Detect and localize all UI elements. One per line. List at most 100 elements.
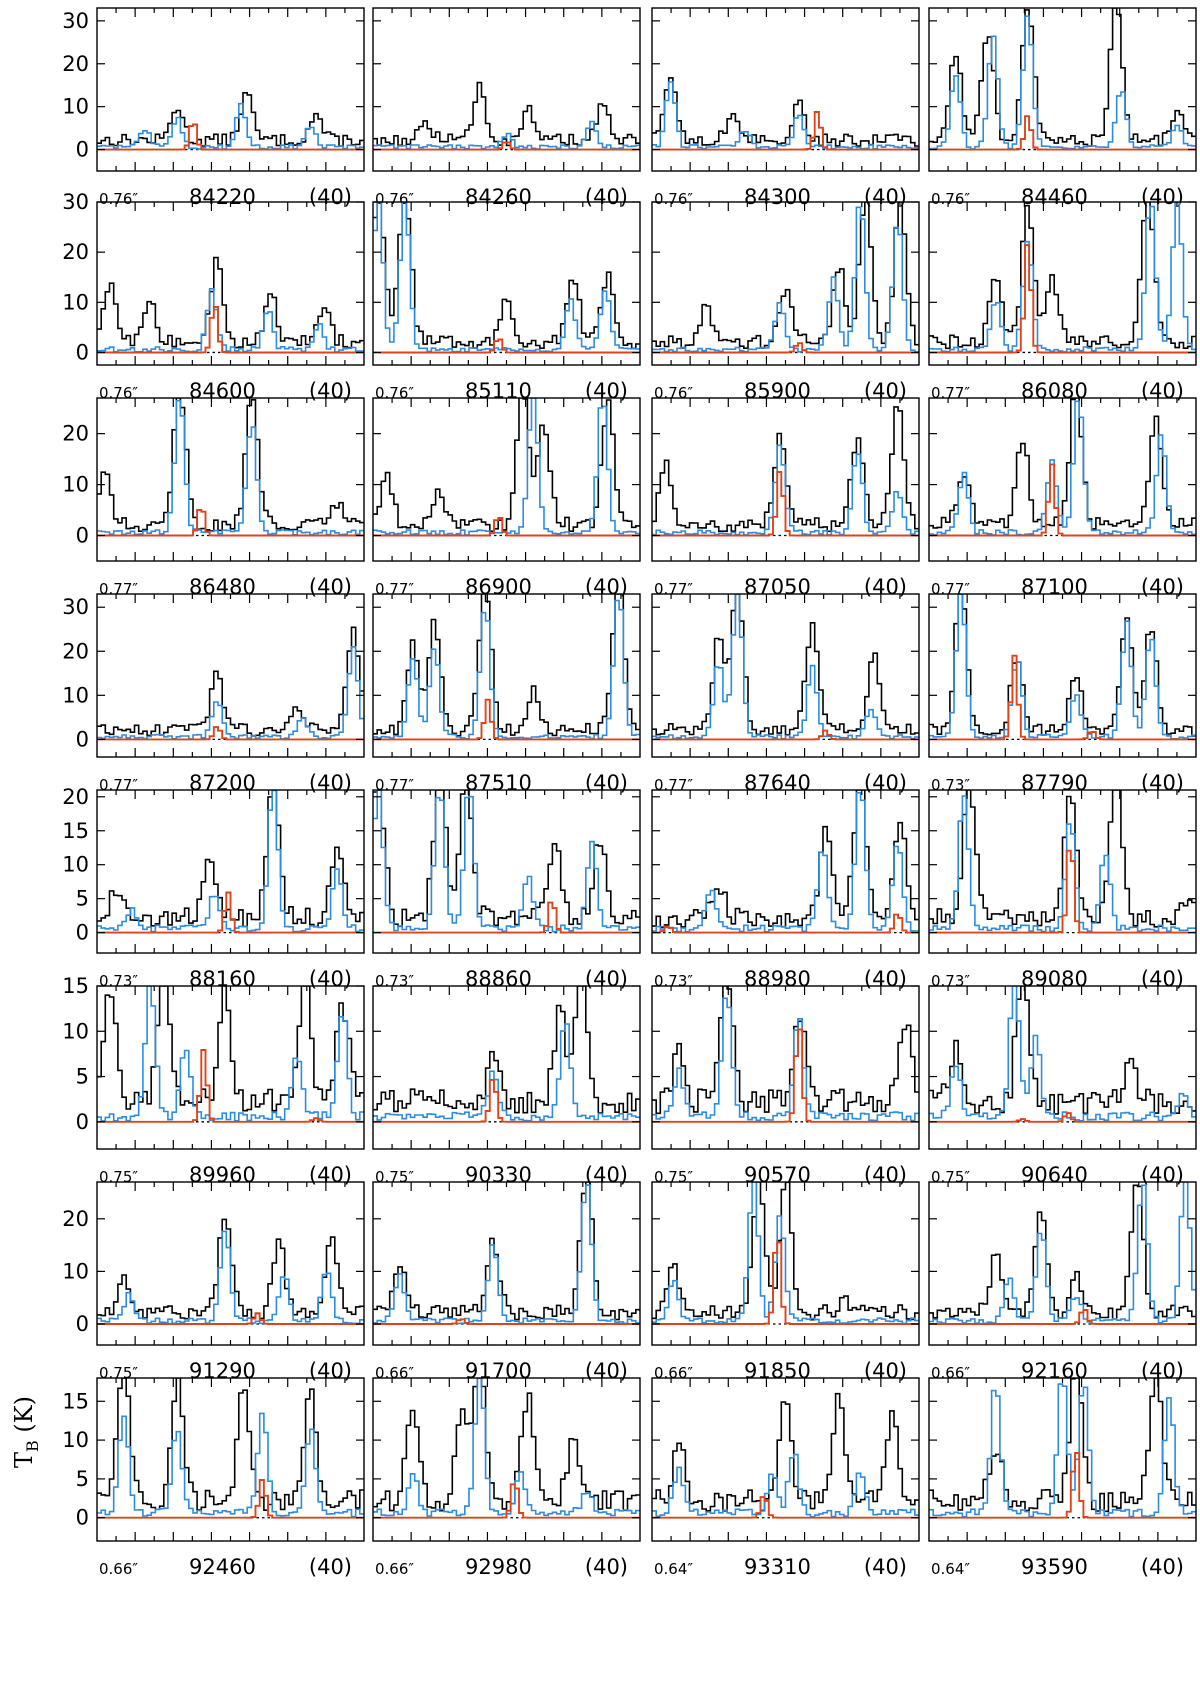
y-tick-label: 20 — [62, 422, 89, 446]
observed-spectrum-line — [929, 1184, 1196, 1320]
panel-plot-area — [652, 406, 919, 537]
lte-model-line — [97, 1412, 364, 1518]
frequency-label: 86080 — [1021, 379, 1088, 403]
panel-plot-area — [97, 398, 364, 537]
molecule-model-line — [929, 849, 1196, 934]
lte-model-line — [929, 400, 1196, 536]
lte-model-line — [373, 398, 640, 536]
molecule-model-line — [929, 1452, 1196, 1519]
molecule-model-line — [373, 338, 640, 354]
molecule-model-line — [929, 244, 1196, 354]
y-tick-label: 15 — [62, 974, 89, 998]
window-width-label: (40) — [585, 185, 628, 209]
panel-plot-area — [929, 1182, 1196, 1325]
frequency-label: 84460 — [1021, 185, 1088, 209]
spectrum-panel: 0.75″ 90640 (40) — [928, 985, 1197, 1187]
y-tick-label: 20 — [62, 240, 89, 264]
observed-spectrum-line — [929, 790, 1196, 928]
panel-plot-area — [652, 1182, 919, 1325]
panel-plot-area — [929, 202, 1196, 354]
molecule-model-line — [652, 1496, 919, 1519]
panel-plot-area — [97, 256, 364, 354]
window-width-label: (40) — [1141, 185, 1184, 209]
molecule-model-line — [97, 1312, 364, 1325]
y-tick-label: 10 — [62, 1428, 89, 1452]
beam-size-label: 0.73″ — [375, 972, 414, 990]
lte-model-line — [373, 1023, 640, 1122]
panel-plot-area — [652, 986, 919, 1123]
panel-plot-area — [929, 790, 1196, 934]
window-width-label: (40) — [864, 1359, 907, 1383]
beam-size-label: 0.77″ — [654, 776, 693, 794]
y-tick-label: 0 — [76, 1506, 89, 1530]
beam-size-label: 0.75″ — [99, 1364, 138, 1382]
lte-model-line — [652, 444, 919, 536]
spectrum-panel: 0.64″ 93310 (40) — [651, 1377, 920, 1579]
beam-size-label: 0.75″ — [654, 1168, 693, 1186]
y-axis-label-main: T — [10, 1452, 38, 1468]
molecule-model-line — [652, 111, 919, 151]
frequency-label: 87050 — [744, 575, 811, 599]
molecule-model-line — [373, 698, 640, 741]
frequency-label: 91700 — [465, 1359, 532, 1383]
lte-model-line — [929, 594, 1196, 740]
observed-spectrum-line — [373, 1182, 640, 1321]
observed-spectrum-line — [652, 1392, 919, 1512]
frequency-label: 89080 — [1021, 967, 1088, 991]
frequency-label: 93590 — [1021, 1555, 1088, 1579]
molecule-model-line — [373, 1078, 640, 1123]
observed-spectrum-line — [929, 398, 1196, 530]
molecule-model-line — [652, 913, 919, 934]
observed-spectrum-line — [373, 986, 640, 1114]
molecule-model-line — [373, 1318, 640, 1325]
spectrum-panel: 0 10 20 0.75″ 91290 (40) — [62, 1181, 365, 1383]
y-tick-label: 10 — [62, 95, 89, 119]
y-tick-label: 10 — [62, 853, 89, 877]
observed-spectrum-line — [97, 1378, 364, 1511]
y-tick-label: 0 — [76, 921, 89, 945]
frequency-label: 85900 — [744, 379, 811, 403]
panel-frame — [928, 201, 1197, 366]
panel-plot-area — [652, 1392, 919, 1519]
frequency-label: 87640 — [744, 771, 811, 795]
beam-size-label: 0.64″ — [654, 1560, 693, 1578]
spectrum-panel: 0.75″ 90330 (40) — [372, 985, 641, 1187]
beam-size-label: 0.76″ — [654, 190, 693, 208]
panel-frame — [96, 201, 365, 366]
window-width-label: (40) — [309, 967, 352, 991]
panel-frame — [372, 7, 641, 172]
panel-plot-area — [97, 626, 364, 741]
beam-size-label: 0.77″ — [654, 580, 693, 598]
panel-frame — [651, 7, 920, 172]
y-tick-label: 15 — [62, 1389, 89, 1413]
frequency-label: 92460 — [189, 1555, 256, 1579]
observed-spectrum-line — [652, 77, 919, 147]
window-width-label: (40) — [585, 967, 628, 991]
lte-model-line — [652, 997, 919, 1122]
panel-frame — [651, 201, 920, 366]
beam-size-label: 0.77″ — [931, 384, 970, 402]
panel-plot-area — [929, 1378, 1196, 1519]
lte-model-line — [97, 102, 364, 150]
lte-model-line — [97, 1230, 364, 1325]
lte-model-line — [929, 202, 1196, 353]
y-tick-label: 20 — [62, 785, 89, 809]
frequency-label: 84220 — [189, 185, 256, 209]
spectrum-panel: 0.76″ 84300 (40) — [651, 7, 920, 209]
molecule-model-line — [929, 654, 1196, 741]
molecule-model-line — [97, 306, 364, 354]
beam-size-label: 0.76″ — [931, 190, 970, 208]
panel-plot-area — [652, 77, 919, 151]
y-tick-label: 30 — [62, 9, 89, 33]
panel-frame — [96, 1377, 365, 1542]
window-width-label: (40) — [309, 185, 352, 209]
spectrum-panel: 0.77″ 87510 (40) — [372, 593, 641, 795]
spectrum-panel: 0.66″ 92160 (40) — [928, 1181, 1197, 1383]
spectrum-panel: 0.64″ 93590 (40) — [928, 1377, 1197, 1579]
beam-size-label: 0.77″ — [99, 776, 138, 794]
spectrum-panel: 0.73″ 88860 (40) — [372, 789, 641, 991]
observed-spectrum-line — [97, 398, 364, 532]
panel-frame — [372, 985, 641, 1150]
